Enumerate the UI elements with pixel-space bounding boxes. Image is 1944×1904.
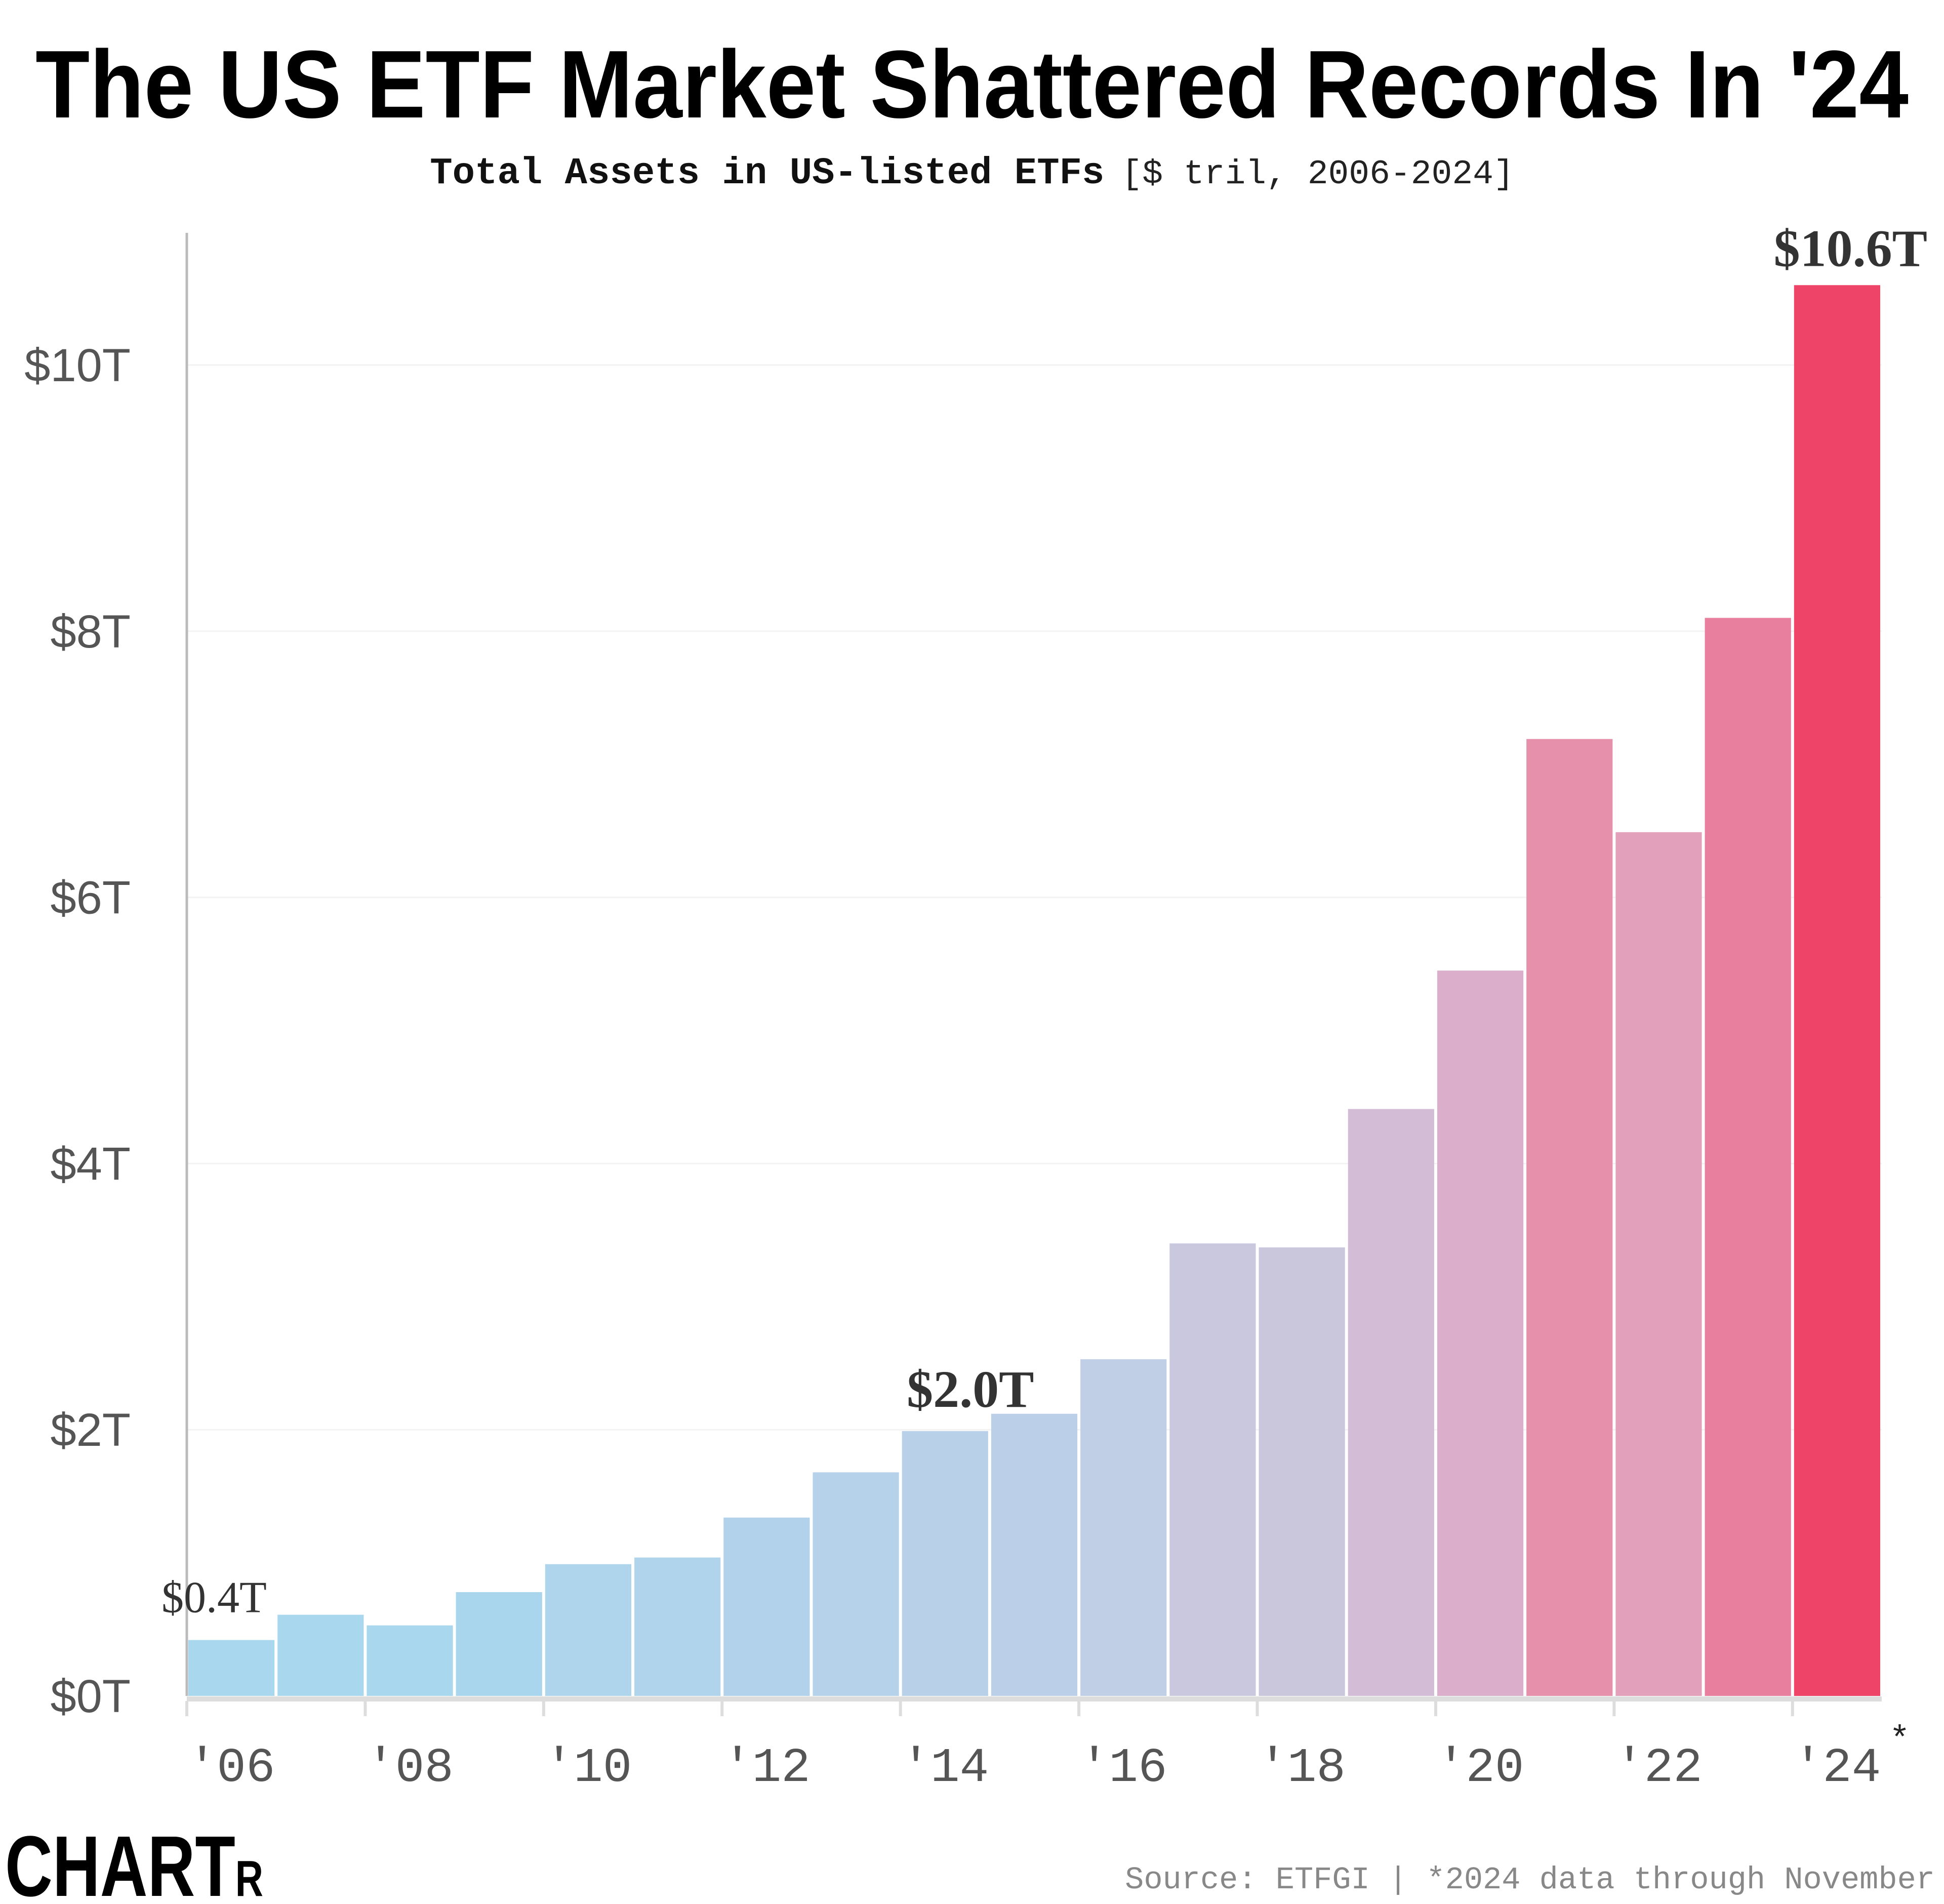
x-tick-label: '08 [366,1740,454,1796]
bar-2013 [813,1472,899,1696]
bar-2014 [902,1431,988,1696]
source-note: Source: ETFGI | *2024 data through Novem… [1125,1862,1935,1898]
chart-title: The US ETF Market Shattered Records In '… [35,31,1909,138]
bar-2010 [545,1564,632,1696]
x-tick-label: '06 [188,1740,275,1796]
x-tick-label: '10 [545,1740,632,1796]
bar-2020 [1437,970,1524,1696]
bar-2015 [991,1413,1078,1696]
x-tick-label: '14 [901,1740,989,1796]
bar-2019 [1348,1109,1434,1696]
x-tick-label: '18 [1258,1740,1346,1796]
data-label: $0.4T [161,1573,267,1623]
data-label: $10.6T [1774,219,1927,277]
x-tick-label: '16 [1080,1740,1167,1796]
bar-2018 [1259,1247,1345,1696]
y-tick-label: $8T [50,606,131,658]
chart-subtitle: Total Assets in US-listed ETFs [$ tril, … [430,152,1514,195]
bar-2022 [1615,832,1702,1696]
x-tick-label: '24 [1793,1740,1881,1796]
bar-2016 [1080,1359,1167,1696]
bar-2023 [1705,618,1791,1696]
x-tick-label: '12 [723,1740,811,1796]
labels: $0T $2T $4T $6T $8T $10T '06 '08 '10 '12 '14 '16 '18… [24,219,1927,1796]
bars [188,285,1880,1696]
y-tick-label: $6T [50,872,131,924]
y-tick-label: $4T [50,1138,131,1190]
y-tick-label: $0T [50,1671,131,1722]
x-tick-label: '22 [1615,1740,1703,1796]
bar-2011 [634,1557,721,1696]
bar-2017 [1169,1243,1256,1696]
subtitle-main: Total Assets in US-listed ETFs [430,152,1104,195]
chartr-logo: CHARTR [5,1818,263,1904]
footnote-marker: * [1889,1721,1910,1760]
bar-2012 [723,1517,810,1696]
bar-2007 [277,1614,364,1696]
bar-2024 [1794,285,1880,1696]
y-tick-label: $2T [50,1404,131,1456]
bar-2021 [1526,739,1613,1696]
bar-2008 [367,1625,453,1696]
subtitle-note: [$ tril, 2006-2024] [1121,155,1514,194]
axes [185,233,1882,1716]
data-label: $2.0T [907,1360,1034,1419]
x-tick-label: '20 [1437,1740,1524,1796]
bar-2009 [456,1592,542,1696]
y-tick-label: $10T [24,340,131,391]
bar-2006 [188,1640,275,1696]
